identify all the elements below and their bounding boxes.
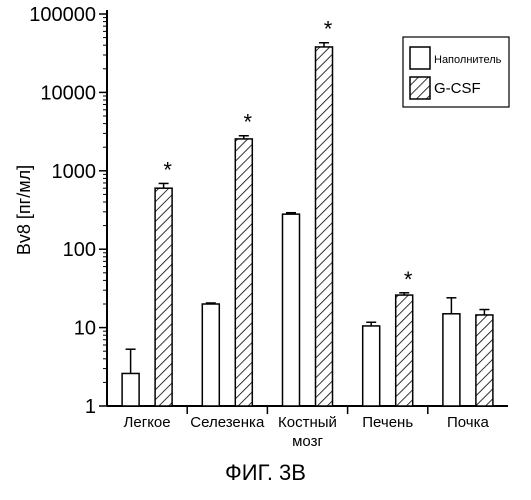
x-category-label: Почка [447,414,490,431]
figure-caption: ФИГ. 3B [0,460,531,486]
significance-asterisk: * [404,267,413,292]
bar-gcsf [396,295,413,406]
y-tick-label: 100 [63,239,96,261]
bar-vehicle [283,214,300,406]
y-tick-label: 10 [74,318,96,340]
significance-asterisk: * [324,17,333,42]
y-axis-label: Bv8 [пг/мл] [14,165,34,255]
bar-gcsf [155,188,172,406]
bar-gcsf [235,139,252,406]
bar-gcsf [476,315,493,406]
x-category-label: Печень [362,414,413,431]
bar-vehicle [122,373,139,406]
significance-asterisk: * [244,110,253,135]
y-tick-label: 1000 [52,161,97,183]
bar-vehicle [443,314,460,406]
legend-label: G-CSF [434,80,481,97]
y-tick-label: 10000 [40,82,96,104]
x-category-label: мозг [292,433,323,450]
y-tick-label: 1 [85,396,96,418]
x-category-label: Легкое [124,414,171,431]
legend-label: Наполнитель [434,54,502,66]
bar-gcsf [316,47,333,406]
bar-vehicle [202,304,219,406]
legend-swatch [410,77,430,99]
significance-asterisk: * [163,157,172,182]
bar-vehicle [363,326,380,406]
legend: Наполнитель G-CSF [403,37,509,107]
x-category-label: Костный [278,414,337,431]
x-category-label: Селезенка [190,414,265,431]
legend-swatch [410,47,430,69]
category-labels: Легкое Селезенка Костный мозг Печень Почка [124,414,490,450]
y-tick-label: 100000 [29,4,96,26]
